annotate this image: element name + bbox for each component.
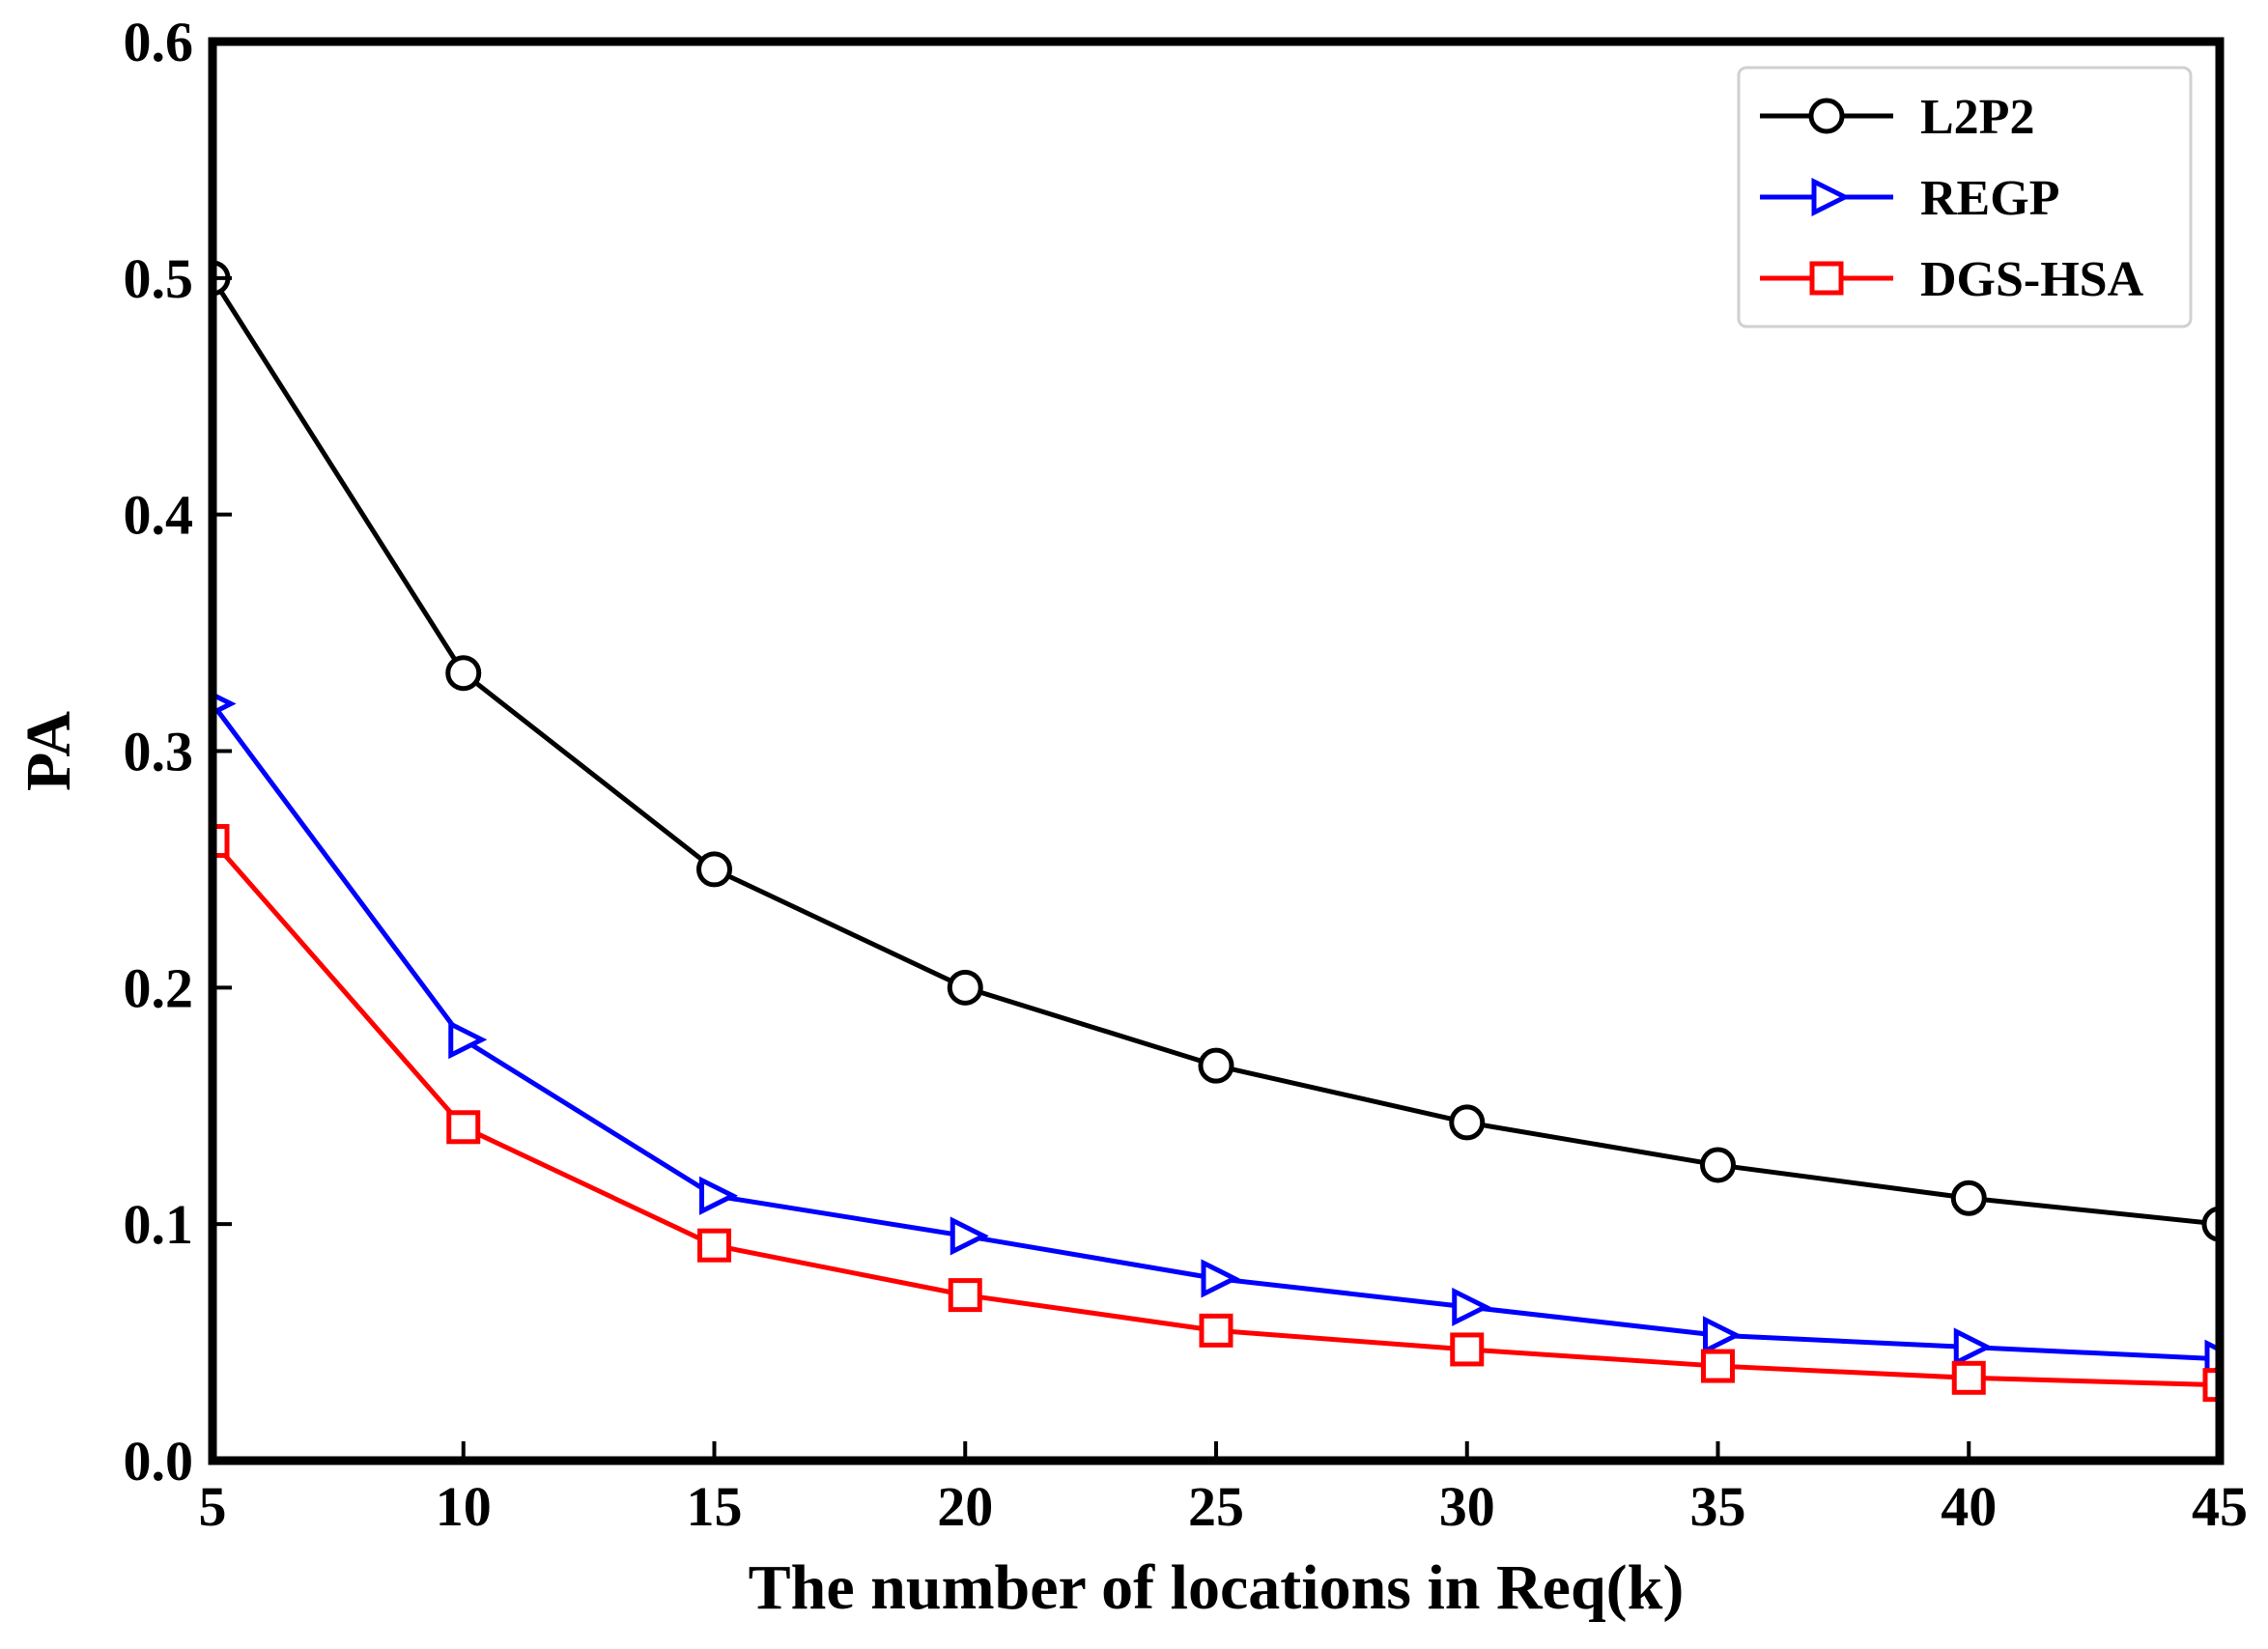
y-tick-label: 0.1 (124, 1193, 194, 1256)
x-tick-label: 15 (687, 1475, 743, 1538)
legend-label: REGP (1920, 171, 2059, 226)
y-tick-label: 0.5 (124, 247, 194, 310)
y-tick-label: 0.3 (124, 721, 194, 783)
x-axis-title: The number of locations in Req(k) (749, 1552, 1685, 1623)
x-tick-label: 30 (1439, 1475, 1495, 1538)
legend: L2P2 REGP DGS-HSA (1737, 66, 2193, 328)
x-tick-label: 20 (937, 1475, 993, 1538)
legend-label: DGS-HSA (1920, 252, 2144, 307)
legend-marker-square (1809, 261, 1844, 296)
legend-marker-circle (1808, 98, 1845, 134)
y-tick-label: 0.4 (124, 484, 194, 547)
x-tick-label: 25 (1188, 1475, 1244, 1538)
series-l2p2 (213, 260, 2220, 1242)
data-point-circle (696, 851, 732, 888)
ticks-layer: 5 10 15 20 25 30 35 40 45 0.0 0.1 0.2 0.3 0.4 0.5 0.6 (124, 11, 2249, 1538)
data-point-square (446, 1110, 481, 1145)
data-point-circle (1950, 1180, 1987, 1216)
y-tick-label: 0.0 (124, 1430, 194, 1493)
data-point-circle (1449, 1104, 1486, 1141)
data-point-triangle-right (1452, 1287, 1491, 1326)
data-point-square (1450, 1332, 1485, 1367)
data-point-triangle-right (1703, 1316, 1743, 1355)
data-point-square (697, 1228, 731, 1263)
data-point-square (1701, 1349, 1735, 1383)
data-point-square (1199, 1313, 1233, 1348)
data-point-triangle-right (699, 1176, 739, 1215)
data-point-circle (1700, 1147, 1736, 1183)
y-tick-label: 0.2 (124, 956, 194, 1019)
x-tick-label: 35 (1690, 1475, 1746, 1538)
data-point-triangle-right (950, 1216, 989, 1256)
x-tick-label: 40 (1941, 1475, 1997, 1538)
data-point-circle (445, 655, 482, 692)
legend-item: L2P2 (1760, 90, 2034, 145)
data-point-triangle-right (1201, 1259, 1240, 1298)
legend-item: REGP (1760, 171, 2059, 226)
series-dgs-hsa (213, 824, 2220, 1403)
data-point-triangle-right (1953, 1327, 1993, 1367)
legend-box (1737, 66, 2193, 328)
legend-marker-triangle-right (1811, 177, 1851, 217)
series-line (213, 702, 2220, 1362)
series-layer (213, 260, 2220, 1403)
data-point-circle (1198, 1047, 1234, 1084)
y-tick-label: 0.6 (124, 11, 194, 73)
data-point-triangle-right (448, 1020, 488, 1060)
data-point-circle (947, 969, 983, 1006)
y-axis-title: PA (14, 711, 84, 791)
data-point-square (948, 1278, 982, 1313)
series-line (213, 839, 2220, 1388)
legend-item: DGS-HSA (1760, 252, 2144, 307)
legend-label: L2P2 (1920, 90, 2034, 145)
x-tick-label: 10 (436, 1475, 492, 1538)
x-tick-label: 45 (2192, 1475, 2248, 1538)
series-regp (213, 692, 2220, 1379)
x-tick-label: 5 (199, 1475, 227, 1538)
data-point-square (1951, 1360, 1986, 1395)
